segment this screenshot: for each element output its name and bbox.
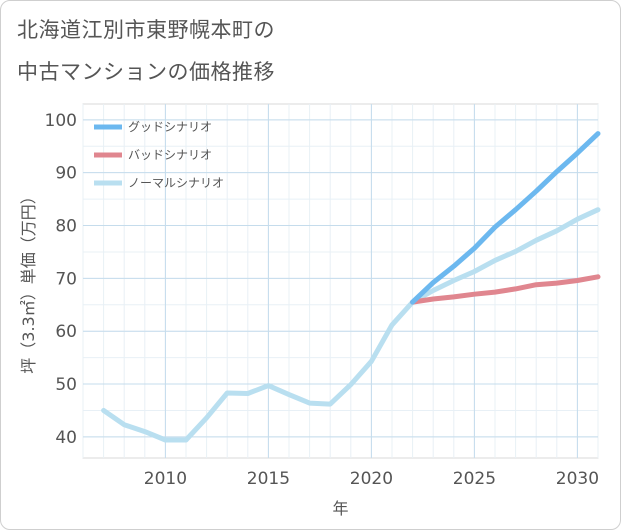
y-tick-label: 50 [55,375,77,395]
x-tick-label: 2010 [144,469,187,489]
y-tick-label: 90 [55,164,77,184]
y-tick-label: 40 [55,428,77,448]
x-tick-label: 2020 [350,469,393,489]
x-tick-label: 2015 [247,469,290,489]
y-tick-label: 80 [55,217,77,237]
y-tick-label: 70 [55,269,77,289]
chart-title-line-1: 北海道江別市東野幌本町の [17,18,275,42]
legend-label: ノーマルシナリオ [128,176,224,190]
y-axis-title: 坪（3.3㎡）単価（万円） [19,188,38,373]
legend-label: グッドシナリオ [128,120,212,134]
y-tick-label: 60 [55,322,77,342]
x-tick-label: 2030 [556,469,599,489]
series-line-2 [101,207,601,443]
series-line-0 [410,131,601,305]
series-line-1 [410,274,601,305]
x-tick-label: 2025 [453,469,496,489]
y-tick-label: 100 [45,111,77,131]
x-axis-title: 年 [332,499,348,518]
chart-title-line-2: 中古マンションの価格推移 [17,60,275,84]
legend-label: バッドシナリオ [128,148,212,162]
